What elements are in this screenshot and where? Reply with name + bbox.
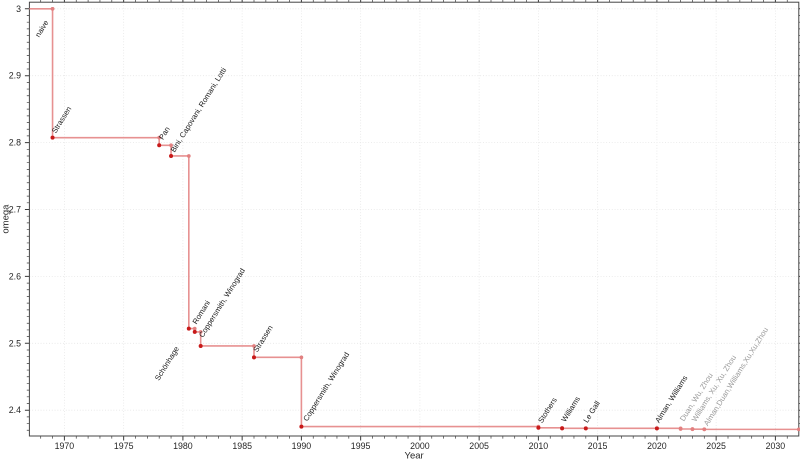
svg-text:2005: 2005 (469, 441, 489, 451)
svg-text:2015: 2015 (588, 441, 608, 451)
svg-text:omega: omega (1, 204, 12, 234)
svg-text:2025: 2025 (706, 441, 726, 451)
svg-text:3: 3 (16, 4, 21, 14)
svg-text:2.4: 2.4 (9, 405, 21, 415)
svg-text:1995: 1995 (351, 441, 371, 451)
svg-text:2.8: 2.8 (9, 138, 21, 148)
svg-text:2.7: 2.7 (9, 205, 21, 215)
svg-text:2010: 2010 (529, 441, 549, 451)
svg-text:2.9: 2.9 (9, 71, 21, 81)
svg-text:2.5: 2.5 (9, 338, 21, 348)
svg-text:1980: 1980 (173, 441, 193, 451)
svg-text:2000: 2000 (410, 441, 430, 451)
svg-text:1975: 1975 (114, 441, 134, 451)
svg-text:1970: 1970 (55, 441, 75, 451)
svg-text:2020: 2020 (647, 441, 667, 451)
svg-text:Year: Year (404, 451, 423, 460)
svg-text:2030: 2030 (766, 441, 786, 451)
svg-text:1990: 1990 (292, 441, 312, 451)
svg-text:2.6: 2.6 (9, 271, 21, 281)
svg-text:1985: 1985 (232, 441, 252, 451)
